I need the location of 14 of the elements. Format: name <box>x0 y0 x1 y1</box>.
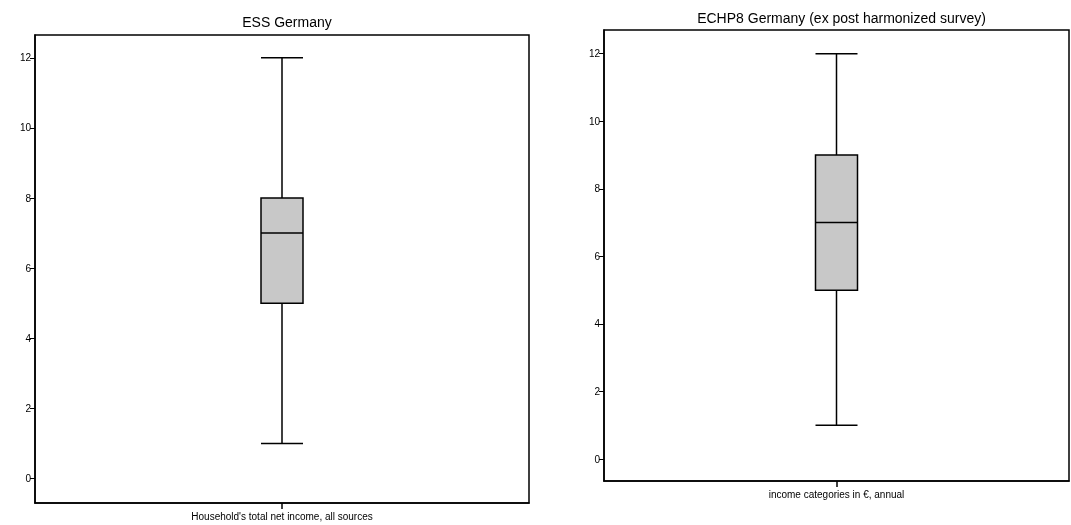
y-tick-label: 2 <box>594 385 601 397</box>
y-tick-label: 2 <box>25 402 32 414</box>
y-tick-label: 6 <box>25 262 32 274</box>
y-tick-label: 4 <box>25 332 32 344</box>
x-tick-label: Household's total net income, all sources <box>191 510 373 522</box>
y-tick-label: 10 <box>588 115 601 127</box>
y-tick-label: 8 <box>25 192 32 204</box>
y-tick-label: 12 <box>19 52 32 64</box>
y-tick-label: 10 <box>19 122 32 134</box>
y-tick-label: 12 <box>588 48 601 60</box>
chart-title: ECHP8 Germany (ex post harmonized survey) <box>697 10 986 26</box>
y-tick-label: 6 <box>594 250 601 262</box>
chart-title: ESS Germany <box>242 14 332 30</box>
x-tick-label: income categories in €, annual <box>768 488 905 500</box>
